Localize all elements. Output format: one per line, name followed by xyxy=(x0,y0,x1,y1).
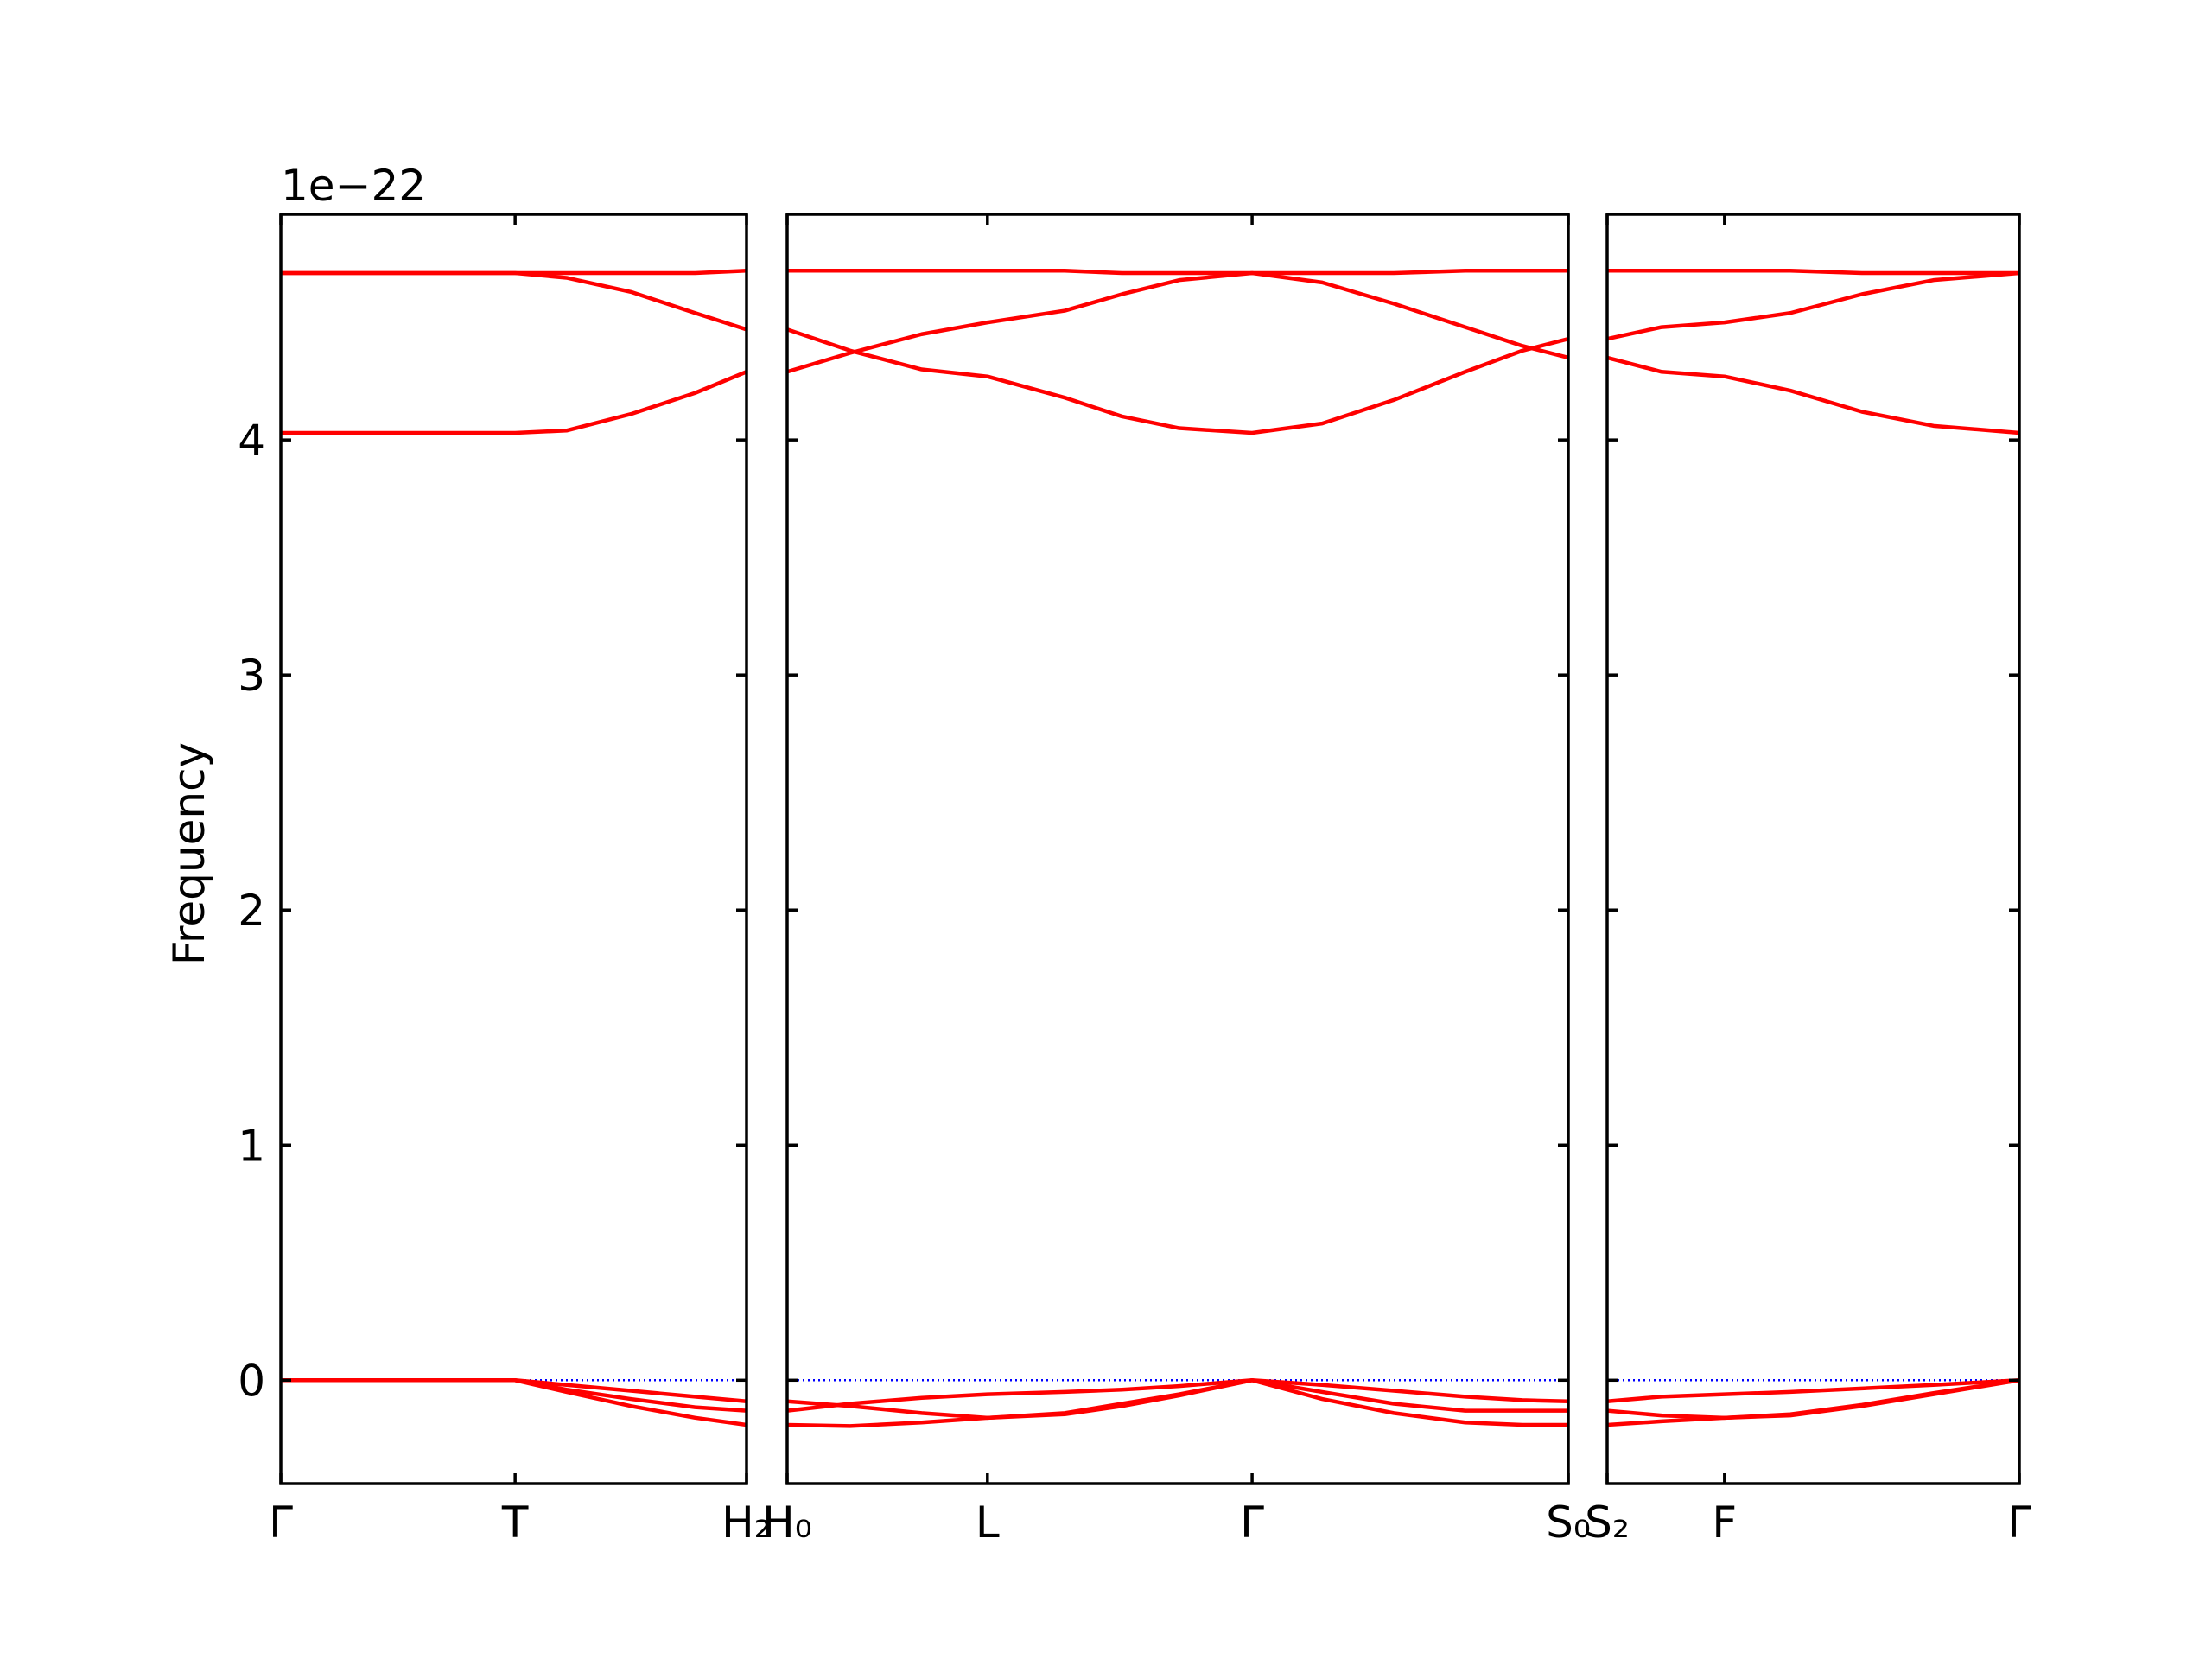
x-tick-label: Γ xyxy=(269,1497,293,1548)
band-line xyxy=(1606,1378,2020,1427)
y-tick-label: 0 xyxy=(238,1356,265,1406)
x-tick-label: S₂ xyxy=(1585,1497,1630,1548)
band-line xyxy=(281,1378,747,1427)
x-tick-label: S₀ xyxy=(1546,1497,1591,1548)
x-tick-label: Γ xyxy=(2007,1497,2031,1548)
band-line xyxy=(787,269,1568,276)
band-line xyxy=(786,1378,1568,1428)
x-tick-label: H₀ xyxy=(762,1497,812,1548)
band-line xyxy=(1606,355,2020,435)
plot-frame xyxy=(785,213,1570,1485)
plot-frame xyxy=(279,213,748,1485)
x-tick-label: Γ xyxy=(1240,1497,1264,1548)
band-line xyxy=(1606,1378,2020,1404)
band-line xyxy=(786,327,1569,435)
y-offset-text: 1e−22 xyxy=(281,161,426,211)
band-line xyxy=(786,270,1569,374)
y-tick-label: 3 xyxy=(238,651,265,701)
band-line xyxy=(281,1378,747,1404)
x-tick-label: H₂ xyxy=(721,1497,772,1548)
x-tick-label: T xyxy=(501,1497,529,1548)
band-line xyxy=(1607,269,2019,276)
band-line xyxy=(281,270,747,332)
plot-frame xyxy=(1605,213,2021,1485)
x-tick-label: F xyxy=(1712,1497,1737,1548)
y-tick-label: 2 xyxy=(238,886,265,936)
y-axis-label: Frequency xyxy=(164,742,214,965)
x-tick-label: L xyxy=(976,1497,1000,1548)
y-tick-label: 4 xyxy=(238,416,265,466)
band-line xyxy=(1606,270,2020,341)
band-line xyxy=(281,370,747,435)
band-line xyxy=(786,1378,1569,1413)
y-tick-label: 1 xyxy=(238,1121,265,1171)
